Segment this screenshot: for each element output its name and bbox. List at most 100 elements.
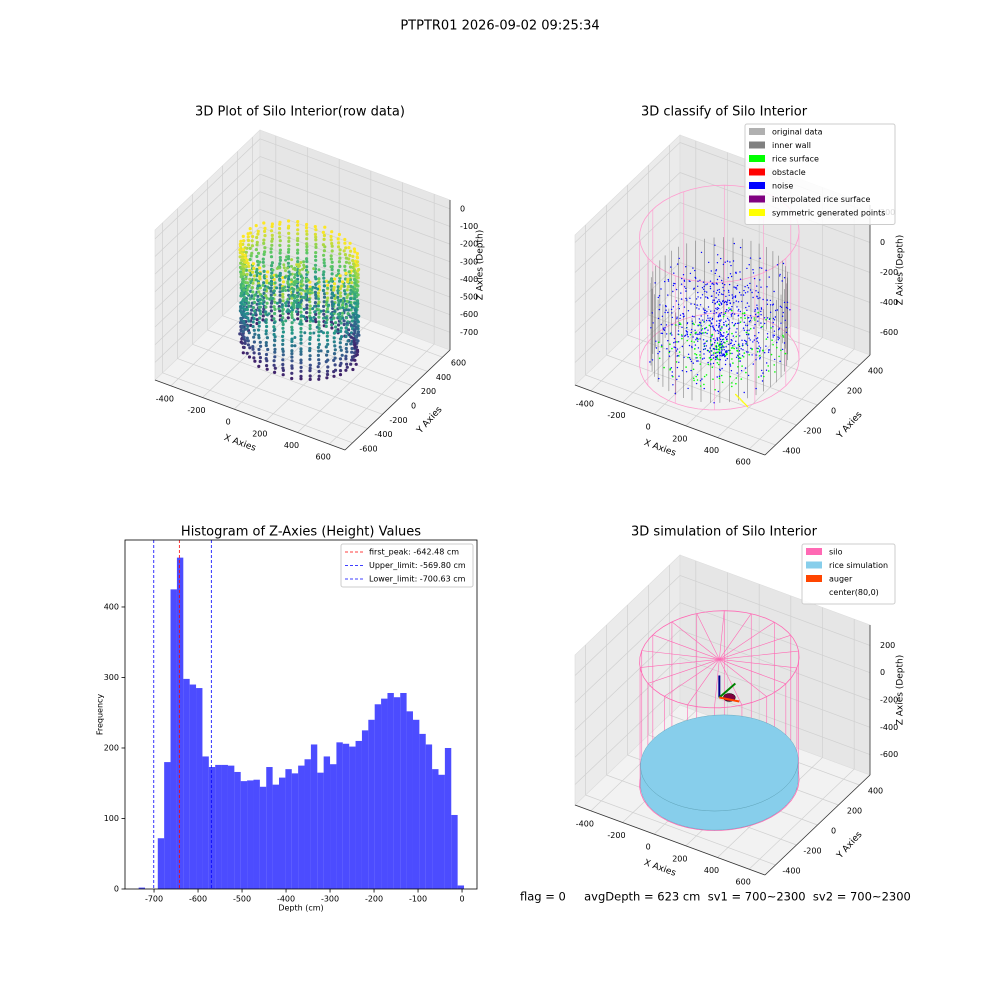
point bbox=[759, 257, 761, 259]
point bbox=[664, 280, 666, 283]
point bbox=[752, 269, 754, 271]
point bbox=[251, 324, 255, 329]
point bbox=[686, 299, 688, 301]
point bbox=[760, 310, 762, 313]
point bbox=[246, 232, 250, 236]
point bbox=[269, 250, 273, 254]
point bbox=[716, 348, 718, 351]
point bbox=[314, 294, 318, 298]
point bbox=[295, 263, 299, 267]
point bbox=[692, 267, 694, 269]
point bbox=[756, 307, 758, 309]
point bbox=[247, 304, 251, 308]
point bbox=[686, 327, 688, 329]
point bbox=[738, 322, 740, 324]
point bbox=[687, 356, 689, 359]
point bbox=[766, 286, 768, 288]
point bbox=[337, 241, 341, 245]
point bbox=[296, 228, 300, 232]
point bbox=[682, 312, 684, 315]
point bbox=[785, 306, 788, 309]
point bbox=[652, 322, 654, 324]
grid-line bbox=[669, 294, 860, 366]
point bbox=[281, 312, 285, 316]
point bbox=[708, 351, 711, 353]
point bbox=[241, 242, 245, 246]
point bbox=[349, 342, 353, 346]
point bbox=[332, 336, 336, 340]
point bbox=[312, 331, 316, 335]
point bbox=[292, 294, 295, 298]
point bbox=[759, 279, 761, 281]
point bbox=[329, 279, 333, 282]
point bbox=[349, 323, 353, 327]
point bbox=[333, 344, 337, 348]
point bbox=[730, 342, 732, 344]
point bbox=[344, 246, 348, 250]
point bbox=[748, 337, 750, 339]
point bbox=[262, 238, 266, 242]
point bbox=[305, 251, 309, 255]
point bbox=[700, 315, 702, 317]
point bbox=[247, 264, 251, 268]
point bbox=[287, 236, 291, 240]
point bbox=[757, 347, 760, 350]
point bbox=[251, 290, 255, 294]
point bbox=[718, 337, 721, 339]
point bbox=[255, 254, 259, 259]
bar bbox=[253, 779, 260, 889]
point bbox=[727, 299, 729, 301]
point bbox=[757, 320, 759, 322]
point bbox=[720, 303, 723, 306]
point bbox=[248, 277, 252, 281]
point bbox=[718, 288, 720, 291]
point bbox=[257, 364, 261, 368]
point bbox=[245, 351, 249, 355]
point bbox=[305, 232, 309, 236]
point bbox=[742, 294, 745, 296]
point bbox=[351, 265, 355, 270]
point bbox=[680, 283, 683, 285]
point bbox=[660, 288, 662, 290]
point bbox=[742, 343, 744, 345]
point bbox=[764, 352, 766, 354]
point bbox=[724, 261, 726, 263]
axis-line bbox=[574, 804, 766, 876]
point bbox=[730, 315, 733, 317]
point bbox=[325, 331, 330, 335]
point bbox=[343, 277, 348, 281]
point bbox=[721, 349, 723, 351]
point bbox=[760, 326, 762, 329]
point bbox=[352, 274, 356, 278]
point bbox=[697, 296, 699, 298]
x-tick-label: 400 bbox=[704, 446, 719, 455]
point bbox=[735, 335, 738, 338]
x-tick-label: -200 bbox=[607, 831, 625, 840]
point bbox=[754, 319, 756, 321]
point bbox=[240, 302, 244, 306]
point bbox=[701, 328, 704, 330]
point bbox=[239, 318, 243, 322]
point bbox=[278, 262, 282, 266]
point bbox=[713, 310, 716, 312]
point bbox=[251, 270, 255, 274]
point bbox=[709, 347, 711, 349]
point bbox=[710, 310, 712, 312]
point bbox=[245, 288, 249, 292]
point bbox=[721, 339, 724, 341]
point bbox=[691, 320, 693, 322]
point bbox=[323, 321, 327, 325]
grid-line bbox=[162, 372, 353, 444]
axis-line bbox=[154, 379, 346, 451]
point bbox=[314, 245, 318, 249]
point bbox=[710, 325, 712, 328]
point bbox=[273, 300, 277, 304]
point bbox=[246, 324, 250, 328]
point bbox=[242, 335, 246, 339]
point bbox=[721, 353, 723, 355]
point bbox=[270, 314, 274, 318]
point bbox=[755, 387, 757, 390]
point bbox=[314, 228, 318, 232]
point bbox=[262, 307, 266, 311]
point bbox=[303, 296, 307, 300]
